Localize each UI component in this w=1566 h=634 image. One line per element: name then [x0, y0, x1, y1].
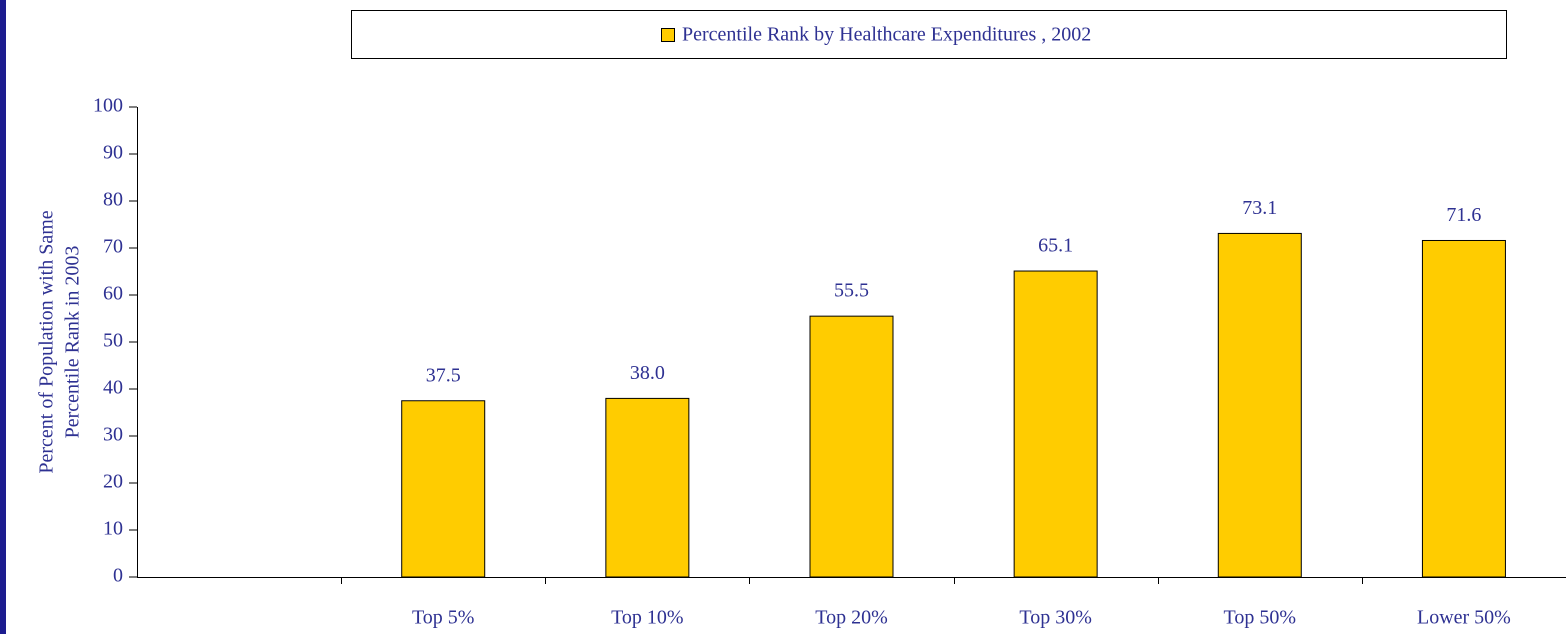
- x-tick-label: Top 20%: [815, 607, 887, 629]
- y-tick-label: 100: [93, 95, 123, 117]
- x-tick-label: Top 5%: [412, 607, 474, 629]
- y-tick-label: 70: [103, 236, 123, 258]
- x-tick-label: Lower 50%: [1417, 607, 1511, 629]
- legend-swatch: [661, 28, 675, 42]
- y-tick-label: 0: [113, 565, 123, 587]
- x-tick-label: Top 50%: [1224, 607, 1296, 629]
- legend-label: Percentile Rank by Healthcare Expenditur…: [682, 24, 1091, 46]
- bar: [605, 397, 690, 578]
- y-tick-label: 50: [103, 330, 123, 352]
- y-tick-label: 40: [103, 377, 123, 399]
- data-label: 71.6: [1446, 204, 1481, 226]
- side-strip: [0, 0, 6, 634]
- data-label: 73.1: [1242, 197, 1277, 219]
- y-tick-label: 90: [103, 142, 123, 164]
- y-tick-label: 20: [103, 471, 123, 493]
- legend-box: [351, 10, 1507, 59]
- y-axis-label: Percentile Rank in 2003: [62, 246, 84, 439]
- y-tick-label: 60: [103, 283, 123, 305]
- y-tick-label: 30: [103, 424, 123, 446]
- data-label: 37.5: [426, 364, 461, 386]
- bar: [401, 400, 486, 578]
- y-axis-label: Percent of Population with Same: [36, 210, 58, 473]
- y-tick-label: 10: [103, 518, 123, 540]
- x-tick-label: Top 30%: [1019, 607, 1091, 629]
- data-label: 65.1: [1038, 235, 1073, 257]
- data-label: 55.5: [834, 280, 869, 302]
- x-tick-label: Top 10%: [611, 607, 683, 629]
- bar: [1217, 232, 1302, 578]
- data-label: 38.0: [630, 362, 665, 384]
- y-tick-label: 80: [103, 189, 123, 211]
- bar: [1013, 270, 1098, 578]
- bar: [1421, 239, 1506, 578]
- bar: [809, 315, 894, 578]
